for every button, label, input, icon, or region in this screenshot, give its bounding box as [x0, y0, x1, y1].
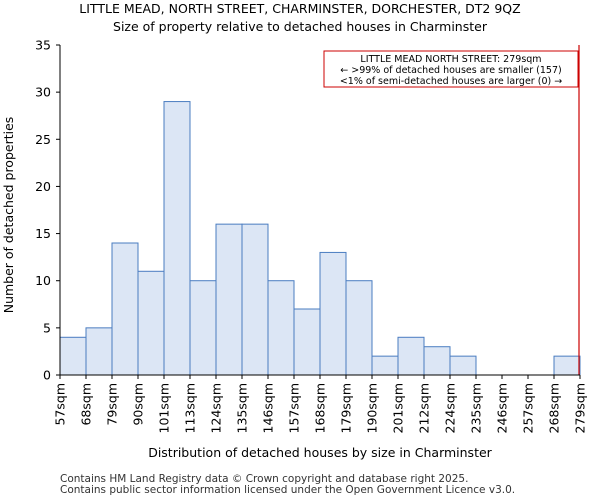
bar-146sqm [267, 280, 295, 376]
x-tick-label-113sqm: 113sqm [183, 383, 198, 433]
annotation-line-1: LITTLE MEAD NORTH STREET: 279sqm [360, 54, 541, 65]
x-tick-label-79sqm: 79sqm [105, 383, 120, 426]
bar-90sqm [137, 270, 165, 376]
y-tick-label-15: 15 [35, 226, 51, 241]
x-axis: 57sqm 68sqm 79sqm 90sqm 101sqm 113sqm 124sqm 13… [53, 374, 588, 433]
x-tick-label-157sqm: 157sqm [287, 383, 302, 433]
y-axis: 0 5 10 15 20 25 30 35 [35, 38, 61, 383]
bar-79sqm [111, 242, 139, 376]
y-tick-label-20: 20 [35, 179, 51, 194]
chart-title: LITTLE MEAD, NORTH STREET, CHARMINSTER, … [79, 1, 520, 16]
annotation-line-3: <1% of semi-detached houses are larger (… [340, 76, 562, 87]
y-tick-label-5: 5 [43, 320, 51, 335]
x-tick-label-212sqm: 212sqm [417, 383, 432, 433]
y-tick-label-0: 0 [43, 368, 51, 383]
bar-124sqm [215, 223, 243, 376]
bar-224sqm [449, 355, 477, 376]
footer-line-1: Contains HM Land Registry data © Crown c… [60, 473, 468, 485]
bar-190sqm [371, 355, 399, 376]
bar-157sqm [293, 308, 321, 376]
x-tick-label-146sqm: 146sqm [261, 383, 276, 433]
y-tick-label-35: 35 [35, 38, 51, 53]
bar-168sqm [319, 251, 347, 376]
footer-line-2: Contains public sector information licen… [60, 484, 515, 496]
x-tick-label-135sqm: 135sqm [235, 383, 250, 433]
y-axis-label: Number of detached properties [1, 117, 16, 314]
y-tick-label-25: 25 [35, 132, 51, 147]
bar-212sqm [423, 346, 451, 376]
x-tick-label-224sqm: 224sqm [443, 383, 458, 433]
x-tick-label-190sqm: 190sqm [365, 383, 380, 433]
x-tick-label-279sqm: 279sqm [573, 383, 588, 433]
annotation-line-2: ← >99% of detached houses are smaller (1… [340, 65, 561, 76]
x-axis-label: Distribution of detached houses by size … [148, 445, 492, 460]
bar-57sqm [59, 336, 87, 376]
bar-268sqm [553, 355, 581, 376]
annotation-box [323, 50, 579, 88]
bars-group [59, 101, 581, 376]
x-tick-label-257sqm: 257sqm [521, 383, 536, 433]
bar-101sqm [163, 101, 191, 376]
x-tick-label-90sqm: 90sqm [131, 383, 146, 426]
bar-113sqm [189, 280, 217, 376]
y-tick-label-30: 30 [35, 85, 51, 100]
x-tick-label-57sqm: 57sqm [53, 383, 68, 426]
x-tick-label-101sqm: 101sqm [157, 383, 172, 433]
bar-68sqm [85, 327, 113, 376]
marker-group: LITTLE MEAD NORTH STREET: 279sqm← >99% o… [323, 45, 580, 375]
bar-179sqm [345, 280, 373, 376]
chart-subtitle: Size of property relative to detached ho… [113, 19, 488, 34]
bar-201sqm [397, 336, 425, 376]
x-tick-label-168sqm: 168sqm [313, 383, 328, 433]
x-tick-label-235sqm: 235sqm [469, 383, 484, 433]
bar-135sqm [241, 223, 269, 376]
x-tick-label-246sqm: 246sqm [495, 383, 510, 433]
x-tick-label-124sqm: 124sqm [209, 383, 224, 433]
x-tick-label-201sqm: 201sqm [391, 383, 406, 433]
y-tick-label-10: 10 [35, 273, 51, 288]
x-tick-label-179sqm: 179sqm [339, 383, 354, 433]
x-tick-label-268sqm: 268sqm [547, 383, 562, 433]
x-tick-label-68sqm: 68sqm [79, 383, 94, 426]
